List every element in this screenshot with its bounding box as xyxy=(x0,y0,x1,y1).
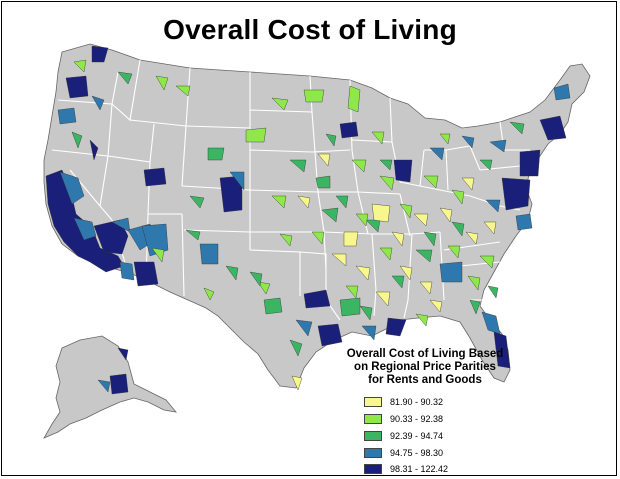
legend-swatch-2 xyxy=(364,414,382,424)
legend-title: Overall Cost of Living Based on Regional… xyxy=(330,348,520,387)
legend-item-4: 94.75 - 98.30 xyxy=(364,446,443,460)
legend-title-line-1: Overall Cost of Living Based xyxy=(346,348,504,360)
legend: Overall Cost of Living Based on Regional… xyxy=(330,348,520,474)
legend-item-3: 92.39 - 94.74 xyxy=(364,429,443,443)
legend-swatch-4 xyxy=(364,448,382,458)
legend-label-3: 92.39 - 94.74 xyxy=(390,431,444,441)
metro-areas xyxy=(45,45,571,395)
alaska-land xyxy=(43,335,177,439)
legend-swatch-5 xyxy=(364,464,382,474)
legend-label-1: 81.90 - 90.32 xyxy=(390,397,444,407)
legend-swatch-3 xyxy=(364,431,382,441)
legend-title-line-2: on Regional Price Parities xyxy=(354,361,496,373)
legend-item-2: 90.33 - 92.38 xyxy=(364,412,443,426)
legend-swatch-1 xyxy=(364,397,382,407)
legend-label-4: 94.75 - 98.30 xyxy=(390,448,444,458)
legend-item-1: 81.90 - 90.32 xyxy=(364,395,443,409)
legend-label-5: 98.31 - 122.42 xyxy=(390,464,449,474)
map-title: Overall Cost of Living xyxy=(163,14,457,45)
legend-title-line-3: for Rents and Goods xyxy=(368,374,482,386)
legend-item-5: 98.31 - 122.42 xyxy=(364,462,448,476)
legend-label-2: 90.33 - 92.38 xyxy=(390,414,444,424)
